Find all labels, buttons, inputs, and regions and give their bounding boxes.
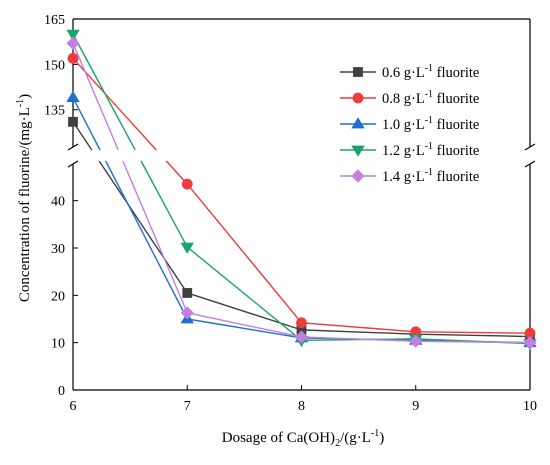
- legend-marker: [351, 169, 365, 183]
- legend-item: 0.6 g·L-1 fluorite: [340, 63, 479, 81]
- data-point: [182, 288, 193, 298]
- y-tick-label: 165: [44, 13, 65, 28]
- series-segment: [122, 160, 188, 314]
- legend-label: 1.4 g·L-1 fluorite: [382, 167, 479, 185]
- series-segment: [72, 97, 101, 151]
- legend-item: 1.4 g·L-1 fluorite: [340, 167, 479, 185]
- axis-break-mark: [67, 160, 79, 168]
- data-point: [409, 334, 423, 348]
- axis-break-mark: [67, 143, 79, 151]
- y-tick-label: 150: [44, 58, 65, 73]
- series-segment: [72, 57, 157, 151]
- series-layer: [66, 29, 537, 351]
- series-segment: [187, 312, 302, 338]
- y-tick-label: 20: [51, 289, 65, 304]
- data-point: [66, 36, 80, 50]
- axis-break-mark: [524, 160, 536, 168]
- data-point: [180, 242, 194, 254]
- series-segment: [105, 160, 188, 320]
- x-tick-label: 7: [184, 399, 191, 414]
- y-axis-title: Concentration of fluorine/(mg·L-1): [15, 94, 33, 302]
- data-point: [523, 336, 537, 350]
- y-tick-label: 30: [51, 242, 65, 257]
- data-point: [66, 29, 80, 41]
- data-point: [68, 116, 78, 127]
- series-segment: [72, 42, 119, 151]
- x-tick-label: 9: [412, 399, 419, 414]
- y-tick-label: 40: [51, 195, 65, 210]
- series-segment: [187, 292, 302, 331]
- series-segment: [187, 318, 302, 339]
- legend-label: 1.0 g·L-1 fluorite: [382, 115, 479, 133]
- series-segment: [301, 329, 416, 335]
- x-tick-label: 6: [70, 399, 77, 414]
- series-segment: [301, 322, 416, 333]
- series-segment: [415, 333, 531, 338]
- data-point: [296, 317, 307, 329]
- series-segment: [415, 331, 531, 334]
- data-point: [67, 52, 79, 64]
- y-tick-label: 0: [58, 384, 65, 399]
- axis-break-mark: [524, 143, 536, 151]
- x-tick-label: 10: [523, 399, 537, 414]
- legend-item: 0.8 g·L-1 fluorite: [340, 89, 479, 107]
- x-tick-label: 8: [298, 399, 305, 414]
- data-point: [180, 306, 194, 320]
- series-segment: [186, 246, 302, 341]
- legend-label: 1.2 g·L-1 fluorite: [382, 141, 479, 159]
- legend: 0.6 g·L-1 fluorite 0.8 g·L-1 fluorite 1.0 …: [340, 63, 479, 185]
- legend-marker: [353, 67, 363, 77]
- y-tick-label: 135: [44, 104, 65, 119]
- legend-marker: [352, 92, 364, 104]
- legend-item: 1.2 g·L-1 fluorite: [340, 141, 479, 159]
- series-segment: [98, 160, 188, 294]
- series-segment: [140, 160, 188, 248]
- series-segment: [186, 183, 303, 324]
- series-line: [66, 36, 537, 350]
- series-segment: [72, 33, 136, 151]
- legend-item: 1.0 g·L-1 fluorite: [340, 115, 479, 133]
- data-point: [66, 90, 80, 103]
- legend-label: 0.6 g·L-1 fluorite: [382, 63, 479, 81]
- legend-marker: [351, 145, 365, 157]
- series-line: [67, 52, 536, 339]
- y-tick-label: 10: [51, 337, 65, 352]
- data-point: [294, 330, 309, 344]
- legend-label: 0.8 g·L-1 fluorite: [382, 89, 479, 107]
- axes: 6 7 8 9 10 0 10 20 30 40 135 150 165: [44, 13, 537, 414]
- series-segment: [301, 336, 416, 342]
- legend-marker: [351, 117, 365, 129]
- series-segment: [415, 340, 531, 344]
- data-point: [181, 178, 193, 190]
- x-axis-title: Dosage of Ca(OH)2/(g·L-1): [222, 428, 384, 449]
